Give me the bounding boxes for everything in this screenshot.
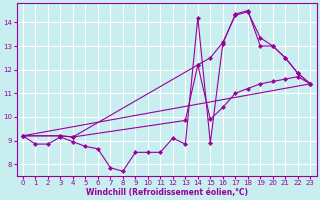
X-axis label: Windchill (Refroidissement éolien,°C): Windchill (Refroidissement éolien,°C)	[85, 188, 248, 197]
